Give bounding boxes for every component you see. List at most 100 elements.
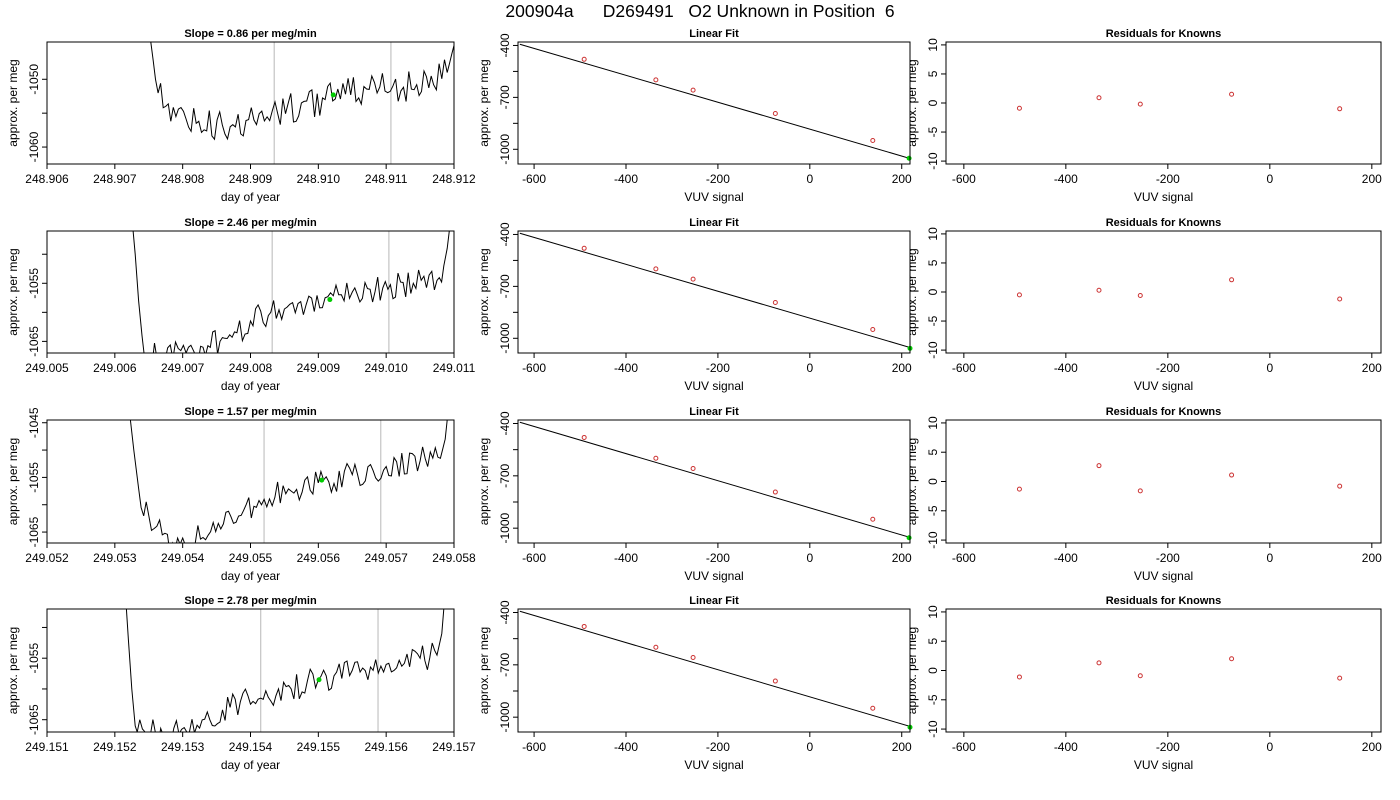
y-tick-label: 10 bbox=[926, 38, 940, 52]
x-tick-label: 248.906 bbox=[25, 172, 69, 186]
y-tick-label: -1055 bbox=[27, 643, 41, 674]
x-tick-label: 200 bbox=[892, 361, 912, 375]
x-tick-label: -400 bbox=[1054, 172, 1078, 186]
y-tick-label: 5 bbox=[926, 259, 940, 266]
fit-line bbox=[519, 43, 910, 159]
x-tick-label: -200 bbox=[1156, 361, 1180, 375]
x-tick-label: 0 bbox=[806, 172, 813, 186]
plot-frame bbox=[46, 41, 455, 165]
x-tick-label: -600 bbox=[522, 361, 546, 375]
x-tick-label: 200 bbox=[1362, 740, 1382, 754]
y-tick-label: 0 bbox=[926, 667, 940, 674]
residual-point bbox=[1137, 101, 1143, 107]
known-point bbox=[581, 623, 587, 629]
x-axis-label: VUV signal bbox=[1134, 190, 1193, 204]
fit-line bbox=[519, 610, 910, 727]
time-series-panel-1: Slope = 0.86 per meg/min 248.906 248.907 24… bbox=[6, 28, 476, 204]
x-tick-label: 249.152 bbox=[93, 740, 137, 754]
known-point bbox=[581, 434, 587, 440]
panel-title: Slope = 2.46 per meg/min bbox=[184, 217, 317, 229]
x-tick-label: -400 bbox=[1054, 361, 1078, 375]
x-tick-label: 249.009 bbox=[297, 361, 341, 375]
known-point bbox=[870, 137, 876, 143]
x-tick-label: -400 bbox=[614, 361, 638, 375]
y-tick-label: -5 bbox=[926, 315, 940, 326]
x-tick-label: -200 bbox=[1156, 172, 1180, 186]
y-axis-label: approx. per meg bbox=[905, 248, 919, 335]
plot-frame bbox=[46, 230, 455, 354]
known-point bbox=[772, 489, 778, 495]
residual-point bbox=[1337, 675, 1343, 681]
residual-point bbox=[1096, 660, 1102, 666]
x-tick-label: 249.052 bbox=[25, 551, 69, 565]
residuals-panel-3: Residuals for Knowns -600 -400 -200 0 200 -10 -… bbox=[905, 406, 1382, 583]
plot-frame bbox=[517, 419, 911, 544]
known-point bbox=[772, 110, 778, 116]
linear-fit-panel-3: Linear Fit -600 -400 -200 0 200 -1000 -700 -400 V… bbox=[477, 406, 912, 583]
plot-frame bbox=[945, 41, 1382, 165]
x-tick-label: 248.911 bbox=[365, 172, 408, 186]
x-tick-label: 249.058 bbox=[432, 551, 476, 565]
x-tick-label: -200 bbox=[706, 551, 730, 565]
x-tick-label: -200 bbox=[706, 172, 730, 186]
y-tick-label: -5 bbox=[926, 126, 940, 137]
x-tick-label: -600 bbox=[952, 361, 976, 375]
linear-fit-panel-1: Linear Fit -600 -400 -200 0 200 -1000 -700 -400 V… bbox=[477, 28, 912, 204]
time-series-panel-2: Slope = 2.46 per meg/min 249.005 249.006 24… bbox=[6, 217, 476, 393]
x-tick-label: -200 bbox=[1156, 740, 1180, 754]
x-tick-label: 249.011 bbox=[433, 361, 476, 375]
y-tick-label: -700 bbox=[498, 464, 512, 488]
residual-point bbox=[1229, 91, 1235, 97]
y-tick-label: 10 bbox=[926, 605, 940, 619]
x-axis-label: VUV signal bbox=[1134, 569, 1193, 583]
x-tick-label: 248.908 bbox=[161, 172, 205, 186]
x-tick-label: 200 bbox=[892, 551, 912, 565]
y-tick-label: -400 bbox=[498, 600, 512, 624]
x-tick-label: 200 bbox=[1362, 551, 1382, 565]
x-tick-label: 249.151 bbox=[25, 740, 69, 754]
residuals-panel-1: Residuals for Knowns -600 -400 -200 0 200 -10 -… bbox=[905, 28, 1382, 204]
panel-title: Linear Fit bbox=[689, 406, 739, 418]
residuals-panel-2: Residuals for Knowns -600 -400 -200 0 200 -10 -… bbox=[905, 217, 1382, 393]
residual-point bbox=[1337, 106, 1343, 112]
plot-frame bbox=[517, 230, 911, 354]
y-tick-label: -1000 bbox=[498, 323, 512, 354]
known-point bbox=[581, 245, 587, 251]
y-tick-label: -10 bbox=[926, 531, 940, 549]
page-title: 200904a D269491 O2 Unknown in Position 6 bbox=[505, 1, 895, 21]
x-tick-label: 249.056 bbox=[297, 551, 341, 565]
y-tick-label: -1055 bbox=[27, 462, 41, 493]
panel-title: Linear Fit bbox=[689, 28, 739, 40]
y-tick-label: -1055 bbox=[27, 268, 41, 299]
residual-point bbox=[1229, 656, 1235, 662]
x-tick-label: 0 bbox=[1266, 740, 1273, 754]
x-tick-label: -400 bbox=[1054, 551, 1078, 565]
panel-title: Residuals for Knowns bbox=[1106, 217, 1222, 229]
x-tick-label: 249.010 bbox=[364, 361, 408, 375]
x-tick-label: -400 bbox=[614, 172, 638, 186]
y-axis-label: approx. per meg bbox=[477, 59, 491, 146]
plot-frame bbox=[517, 608, 911, 733]
x-axis-label: VUV signal bbox=[1134, 758, 1193, 772]
y-axis-label: approx. per meg bbox=[6, 59, 20, 146]
x-tick-label: -600 bbox=[952, 740, 976, 754]
y-axis-label: approx. per meg bbox=[6, 627, 20, 714]
y-tick-label: -1050 bbox=[27, 64, 41, 95]
plot-frame bbox=[517, 41, 911, 165]
residual-point bbox=[1137, 488, 1143, 494]
x-tick-label: 0 bbox=[806, 740, 813, 754]
x-tick-label: 249.006 bbox=[93, 361, 137, 375]
x-axis-label: VUV signal bbox=[1134, 379, 1193, 393]
residual-point bbox=[1096, 95, 1102, 101]
x-axis-label: day of year bbox=[221, 758, 280, 772]
y-tick-label: -700 bbox=[498, 653, 512, 677]
x-tick-label: 0 bbox=[1266, 172, 1273, 186]
y-tick-label: -700 bbox=[498, 274, 512, 298]
midpoint-marker bbox=[316, 677, 322, 683]
panel-title: Residuals for Knowns bbox=[1106, 28, 1222, 40]
x-tick-label: 249.157 bbox=[432, 740, 476, 754]
plot-frame bbox=[945, 608, 1382, 733]
y-tick-label: 0 bbox=[926, 99, 940, 106]
x-tick-label: 249.053 bbox=[93, 551, 137, 565]
known-point bbox=[690, 466, 696, 472]
